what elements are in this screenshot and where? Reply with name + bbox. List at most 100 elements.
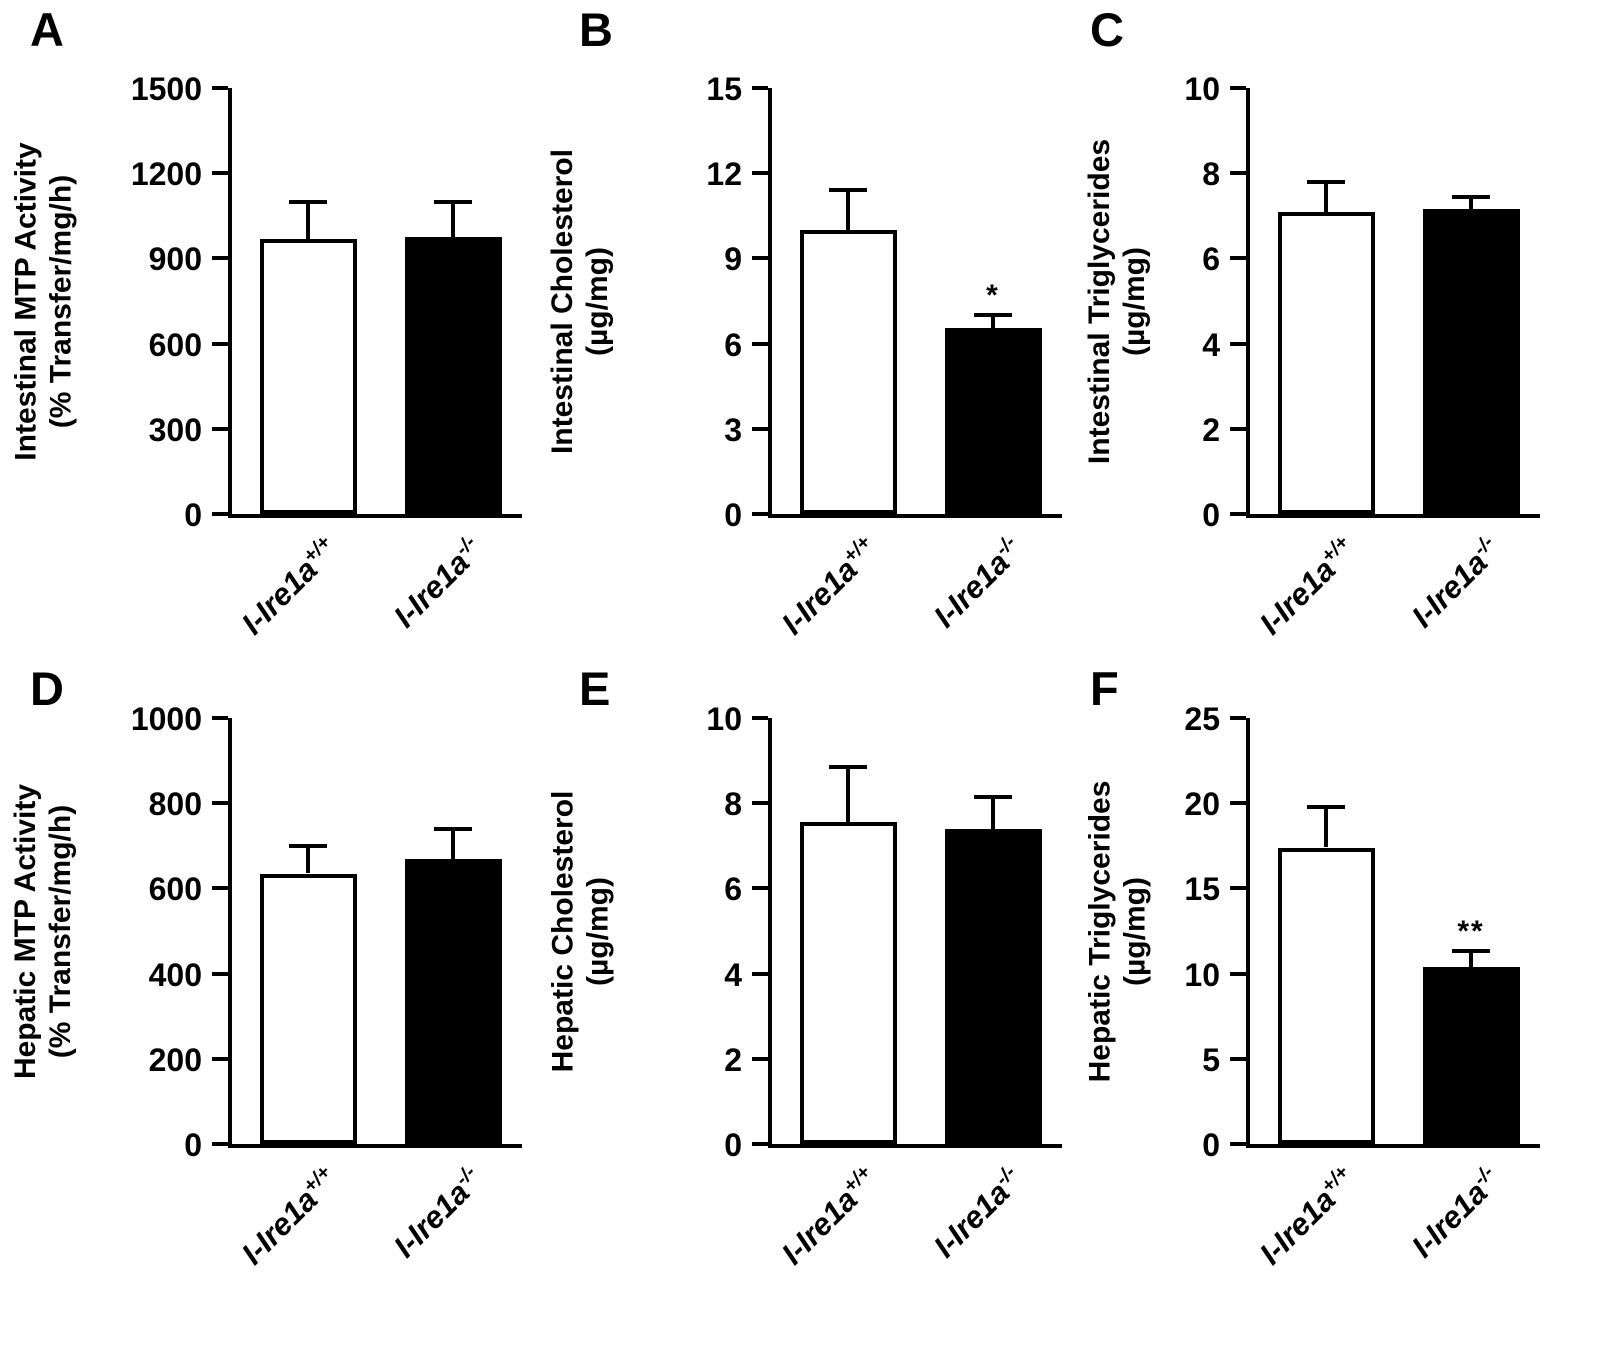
panel-F: F Hepatic Triglycerides (µg/mg) 0 5 10 15 20 25 *… bbox=[1074, 665, 1611, 1361]
y-tick-label: 5 bbox=[1202, 1041, 1220, 1078]
y-tick-label: 0 bbox=[1202, 1127, 1220, 1163]
x-tick-label-text: I-Ire1a bbox=[1404, 1174, 1494, 1265]
y-tick bbox=[1230, 341, 1246, 346]
x-tick-label-text: I-Ire1a bbox=[386, 544, 476, 635]
y-tick-label: 12 bbox=[706, 156, 742, 193]
y-tick bbox=[1230, 512, 1246, 516]
error-bar-cap bbox=[1452, 194, 1490, 199]
y-tick bbox=[752, 426, 768, 431]
y-tick-label: 25 bbox=[1184, 701, 1220, 737]
bar-wildtype bbox=[1278, 847, 1375, 1144]
y-tick-label: 800 bbox=[148, 786, 202, 823]
bar-knockout bbox=[1423, 209, 1520, 514]
error-bar-line bbox=[306, 201, 310, 239]
y-axis-title: Hepatic MTP Activity (% Transfer/mg/h) bbox=[0, 718, 88, 1144]
y-tick bbox=[1230, 716, 1246, 720]
y-tick-label: 1000 bbox=[130, 701, 202, 737]
bar-wildtype bbox=[800, 822, 897, 1144]
error-bar-cap bbox=[1307, 804, 1345, 809]
y-axis-title-line2: (µg/mg) bbox=[581, 876, 615, 986]
y-tick bbox=[212, 886, 228, 891]
bar-knockout bbox=[405, 858, 502, 1144]
y-axis-title-line2: (µg/mg) bbox=[1118, 876, 1151, 986]
y-tick-label: 15 bbox=[1184, 871, 1220, 908]
y-tick-label: 200 bbox=[148, 1041, 202, 1078]
x-tick-label: I-Ire1a+/+ bbox=[234, 1161, 343, 1271]
y-tick-label: 15 bbox=[706, 71, 742, 107]
panel-E: E Hepatic Cholesterol (µg/mg) 0 2 4 6 8 10 I-Ire1… bbox=[537, 665, 1074, 1361]
y-tick bbox=[752, 1056, 768, 1061]
y-tick bbox=[752, 86, 768, 90]
y-tick-label: 2 bbox=[1202, 411, 1220, 448]
x-tick-label: I-Ire1a-/- bbox=[1404, 531, 1506, 635]
error-bar-line bbox=[451, 201, 455, 238]
x-tick-label: I-Ire1a-/- bbox=[927, 1161, 1028, 1264]
y-axis-title-line1: Intestinal MTP Activity bbox=[9, 141, 43, 461]
y-tick bbox=[1230, 801, 1246, 806]
y-tick bbox=[212, 256, 228, 261]
error-bar-cap bbox=[974, 794, 1012, 799]
y-axis-title-line1: Hepatic MTP Activity bbox=[9, 783, 43, 1079]
y-tick bbox=[212, 1056, 228, 1061]
error-bar-line bbox=[1469, 951, 1473, 967]
panel-B: B Intestinal Cholesterol (µg/mg) 0 3 6 9 12 15 * I… bbox=[537, 0, 1074, 665]
y-axis-title-line1: Intestinal Cholesterol bbox=[546, 148, 580, 454]
y-tick bbox=[752, 256, 768, 261]
y-tick-label: 300 bbox=[148, 411, 202, 448]
panel-letter: D bbox=[30, 662, 64, 715]
y-axis-title: Hepatic Triglycerides (µg/mg) bbox=[1074, 718, 1162, 1144]
y-tick bbox=[212, 426, 228, 431]
y-tick bbox=[1230, 256, 1246, 261]
error-bar-cap bbox=[289, 199, 327, 204]
x-tick-label: I-Ire1a-/- bbox=[386, 1161, 488, 1265]
y-tick bbox=[1230, 86, 1246, 90]
y-tick-label: 6 bbox=[724, 326, 742, 363]
x-tick-label: I-Ire1a+/+ bbox=[774, 1161, 883, 1272]
error-bar-cap bbox=[829, 764, 867, 769]
y-axis-title-text: Hepatic Triglycerides (µg/mg) bbox=[1084, 780, 1153, 1082]
x-tick-label-text: I-Ire1a bbox=[1404, 544, 1494, 635]
y-tick bbox=[212, 171, 228, 176]
y-tick-label: 600 bbox=[148, 871, 202, 908]
y-axis-title: Hepatic Cholesterol (µg/mg) bbox=[537, 718, 625, 1144]
y-tick bbox=[212, 971, 228, 976]
panel-letter: B bbox=[579, 3, 613, 56]
error-bar-line bbox=[1324, 806, 1328, 848]
y-tick-label: 10 bbox=[706, 701, 742, 737]
panel-letter: C bbox=[1090, 3, 1124, 56]
error-bar-cap bbox=[829, 188, 867, 193]
y-tick-label: 10 bbox=[1184, 956, 1220, 993]
y-tick bbox=[212, 801, 228, 806]
error-bar-cap bbox=[434, 826, 472, 831]
y-tick bbox=[212, 86, 228, 90]
panel-D: D Hepatic MTP Activity (% Transfer/mg/h) 0 2… bbox=[0, 665, 537, 1361]
x-tick-label-text: I-Ire1a bbox=[774, 1181, 864, 1272]
x-tick-label-text: I-Ire1a bbox=[1252, 551, 1342, 642]
y-axis-title-line2: (% Transfer/mg/h) bbox=[44, 804, 78, 1058]
panel-letter: A bbox=[30, 3, 64, 56]
bar-wildtype bbox=[260, 238, 357, 514]
panel-letter: E bbox=[579, 662, 611, 715]
y-tick-label: 4 bbox=[1202, 326, 1220, 363]
plot-area bbox=[228, 88, 522, 518]
y-tick bbox=[752, 801, 768, 806]
y-tick-label: 10 bbox=[1184, 71, 1220, 107]
y-tick bbox=[752, 171, 768, 176]
y-tick-label: 9 bbox=[724, 241, 742, 278]
y-tick bbox=[1230, 886, 1246, 891]
error-bar-cap bbox=[1307, 179, 1345, 184]
y-tick-label: 0 bbox=[724, 1127, 742, 1163]
panel-letter: F bbox=[1090, 662, 1119, 715]
y-tick-label: 400 bbox=[148, 956, 202, 993]
error-bar-cap bbox=[974, 313, 1012, 318]
x-tick-label: I-Ire1a-/- bbox=[927, 531, 1028, 634]
y-axis-title-text: Intestinal Cholesterol (µg/mg) bbox=[547, 148, 616, 453]
y-axis-title-text: Intestinal Triglycerides (µg/mg) bbox=[1084, 138, 1153, 463]
error-bar-line bbox=[991, 315, 995, 328]
y-axis-title-text: Hepatic Cholesterol (µg/mg) bbox=[547, 790, 616, 1072]
y-tick-label: 0 bbox=[184, 1127, 202, 1163]
x-tick-label-text: I-Ire1a bbox=[386, 1174, 476, 1265]
x-tick-label: I-Ire1a-/- bbox=[1404, 1161, 1506, 1265]
y-tick-label: 900 bbox=[148, 241, 202, 278]
